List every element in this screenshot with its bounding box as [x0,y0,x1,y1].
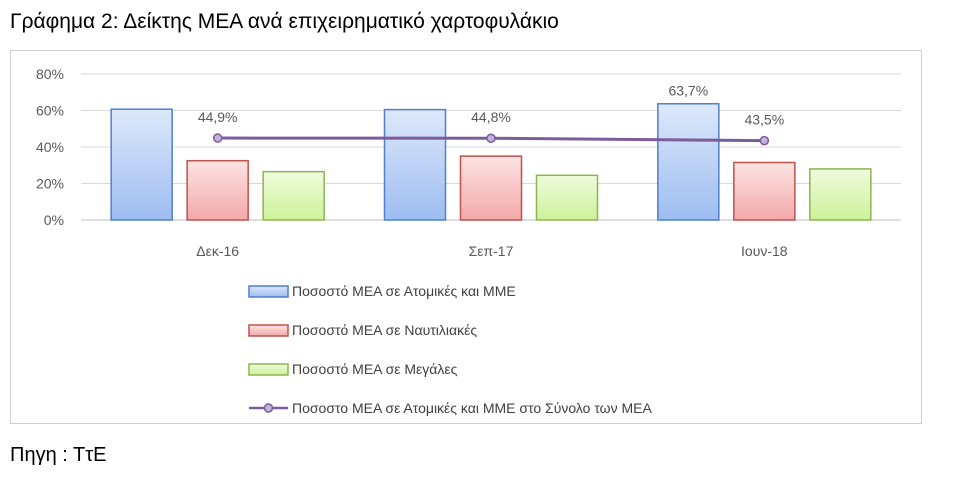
y-tick-label: 80% [36,66,64,82]
x-tick-label: Δεκ-16 [196,243,239,259]
chart-svg: 0% 20% 40% 60% 80% 63,7% 44,9% 44,8% 43,5% Δεκ-… [36,66,901,416]
legend-label: Ποσοστό ΜΕΑ σε Ναυτιλιακές [292,322,477,338]
line-point [212,133,223,143]
source-note: Πηγη : ΤτΕ [10,444,107,466]
bar [809,168,872,221]
line-data-label: 44,9% [198,109,238,125]
x-tick-label: Σεπ-17 [469,243,514,259]
y-tick-label: 60% [36,103,64,119]
legend: Ποσοστό ΜΕΑ σε Ατομικές και ΜΜΕ Ποσοστό Μ… [248,283,653,416]
bar [733,161,796,221]
legend-item: Ποσοστό ΜΕΑ σε Ατομικές και ΜΜΕ [248,283,516,299]
legend-item: Ποσοστο ΜΕΑ σε Ατομικές και ΜΜΕ στο Σύνο… [249,400,653,416]
page-title: Γράφημα 2: Δείκτης ΜΕΑ ανά επιχειρηματικ… [10,10,559,33]
bar [262,170,325,221]
legend-label: Ποσοστό ΜΕΑ σε Ατομικές και ΜΜΕ [292,283,516,299]
legend-label: Ποσοστο ΜΕΑ σε Ατομικές και ΜΜΕ στο Σύνο… [292,400,653,416]
line-point [486,133,496,143]
bar [535,174,599,221]
x-tick-label: Ιουν-18 [741,243,788,259]
legend-swatch [248,285,289,298]
y-tick-label: 20% [36,176,64,192]
legend-item: Ποσοστό ΜΕΑ σε Μεγάλες [248,361,458,377]
y-axis-ticks: 0% 20% 40% 60% 80% [36,66,64,228]
x-axis-ticks: Δεκ-16 Σεπ-17 Ιουν-18 [196,243,788,259]
bar [383,108,447,221]
line-data-label: 43,5% [744,112,784,128]
chart-area: 0% 20% 40% 60% 80% 63,7% 44,9% 44,8% 43,5% Δεκ-… [10,50,922,424]
line-point [759,135,770,146]
legend-swatch [248,363,289,376]
y-tick-label: 0% [44,212,64,228]
legend-swatch [248,324,289,337]
line-data-label: 44,8% [471,109,511,125]
bars [110,102,872,221]
bar-data-label: 63,7% [668,83,708,99]
legend-label: Ποσοστό ΜΕΑ σε Μεγάλες [292,361,458,377]
bar [657,102,720,221]
legend-marker [263,403,274,413]
bar [110,108,173,221]
bar [459,155,523,221]
y-tick-label: 40% [36,139,64,155]
data-labels: 63,7% 44,9% 44,8% 43,5% [198,83,784,128]
bar [186,159,249,221]
legend-item: Ποσοστό ΜΕΑ σε Ναυτιλιακές [248,322,477,338]
line-series [212,133,770,146]
